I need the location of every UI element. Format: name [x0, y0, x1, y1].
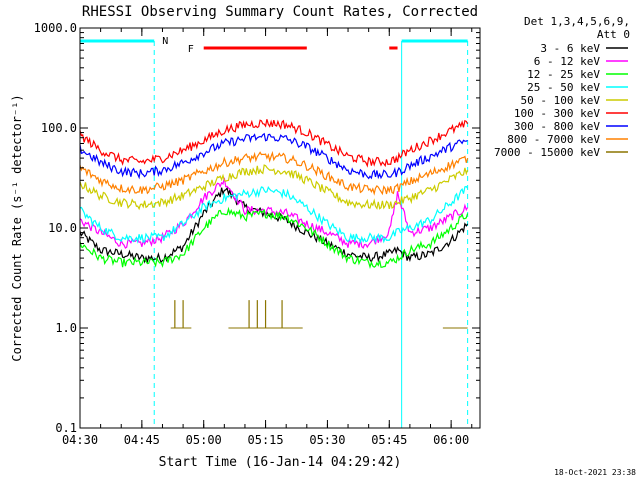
- y-tick-label: 100.0: [41, 121, 77, 135]
- x-tick-label: 04:30: [62, 433, 98, 447]
- series-line-300-800-: [79, 132, 468, 180]
- flare-label: F: [188, 44, 194, 55]
- series-line-100-300-: [79, 119, 469, 168]
- legend-label: 7000 - 15000 keV: [494, 146, 600, 159]
- y-tick-label: 0.1: [55, 421, 77, 435]
- series-lines: [79, 119, 469, 329]
- series-line-50-100-: [79, 164, 469, 211]
- legend-label: 50 - 100 keV: [521, 94, 601, 107]
- series-line-25-50-: [79, 185, 469, 245]
- x-axis-label: Start Time (16-Jan-14 04:29:42): [159, 455, 402, 470]
- series-line-800-7000-: [79, 150, 469, 196]
- legend-header-1: Det 1,3,4,5,6,9,: [524, 15, 630, 28]
- generation-timestamp: 18-Oct-2021 23:38: [554, 468, 636, 477]
- legend-header-2: Att 0: [597, 28, 630, 41]
- y-axis-label: Corrected Count Rate (s⁻¹ detector⁻¹): [10, 94, 24, 361]
- legend-label: 100 - 300 keV: [514, 107, 600, 120]
- y-tick-label: 1000.0: [34, 21, 77, 35]
- y-tick-label: 10.0: [48, 221, 77, 235]
- x-tick-label: 05:00: [186, 433, 222, 447]
- series-line-6-12-: [79, 177, 469, 249]
- x-tick-label: 05:30: [309, 433, 345, 447]
- orbit-annotations: NF: [79, 36, 469, 428]
- y-tick-label: 1.0: [55, 321, 77, 335]
- legend-label: 25 - 50 keV: [527, 81, 600, 94]
- x-tick-label: 05:45: [371, 433, 407, 447]
- x-tick-label: 05:15: [248, 433, 284, 447]
- series-line-12-25-: [79, 206, 469, 269]
- legend-label: 300 - 800 keV: [514, 120, 600, 133]
- legend-label: 6 - 12 keV: [534, 55, 601, 68]
- chart-title: RHESSI Observing Summary Count Rates, Co…: [82, 4, 478, 20]
- x-tick-label: 06:00: [433, 433, 469, 447]
- legend-label: 3 - 6 keV: [540, 42, 600, 55]
- plot-frame: [79, 27, 481, 429]
- axes: 04:30 04:45 05:00 05:15 05:30 05:45 06:00 0.1 1.…: [34, 21, 480, 447]
- x-tick-label: 04:45: [124, 433, 160, 447]
- legend-label: 12 - 25 keV: [527, 68, 600, 81]
- night-label: N: [162, 36, 168, 47]
- legend-label: 800 - 7000 keV: [507, 133, 600, 146]
